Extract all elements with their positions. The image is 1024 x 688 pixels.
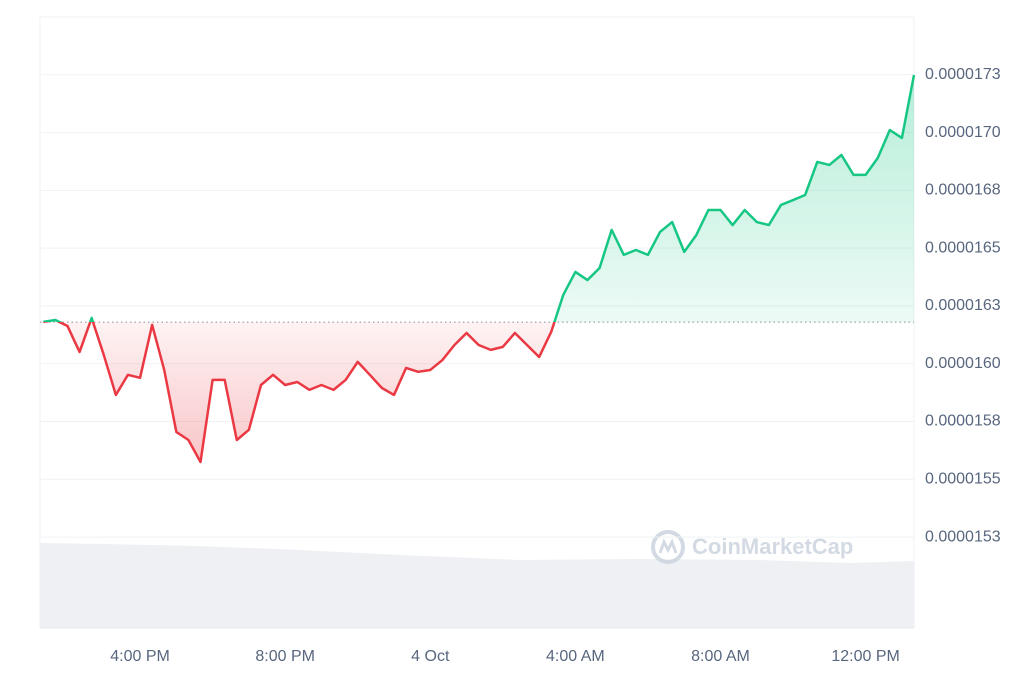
- y-tick-label: 0.0000158: [925, 413, 1001, 430]
- x-tick-label: 4:00 PM: [110, 648, 170, 665]
- area-fill: [43, 75, 915, 462]
- y-tick-label: 0.0000160: [925, 355, 1001, 372]
- x-tick-label: 4:00 AM: [546, 648, 605, 665]
- y-tick-label: 0.0000173: [925, 66, 1001, 83]
- y-tick-label: 0.0000165: [925, 239, 1001, 256]
- watermark-logo-mark: [658, 538, 678, 554]
- x-tick-label: 8:00 AM: [691, 648, 750, 665]
- y-tick-label: 0.0000168: [925, 182, 1001, 199]
- watermark-logo: [651, 530, 685, 564]
- watermark-text: CoinMarketCap: [692, 534, 853, 559]
- x-tick-label: 8:00 PM: [255, 648, 315, 665]
- y-tick-label: 0.0000170: [925, 124, 1001, 141]
- y-tick-label: 0.0000163: [925, 297, 1001, 314]
- x-tick-label: 4 Oct: [411, 648, 450, 665]
- y-tick-label: 0.0000153: [925, 528, 1001, 545]
- x-tick-label: 12:00 PM: [831, 648, 899, 665]
- watermark: CoinMarketCap: [651, 530, 853, 564]
- price-line: [43, 74, 916, 464]
- y-tick-label: 0.0000155: [925, 471, 1001, 488]
- volume-area: [40, 543, 914, 628]
